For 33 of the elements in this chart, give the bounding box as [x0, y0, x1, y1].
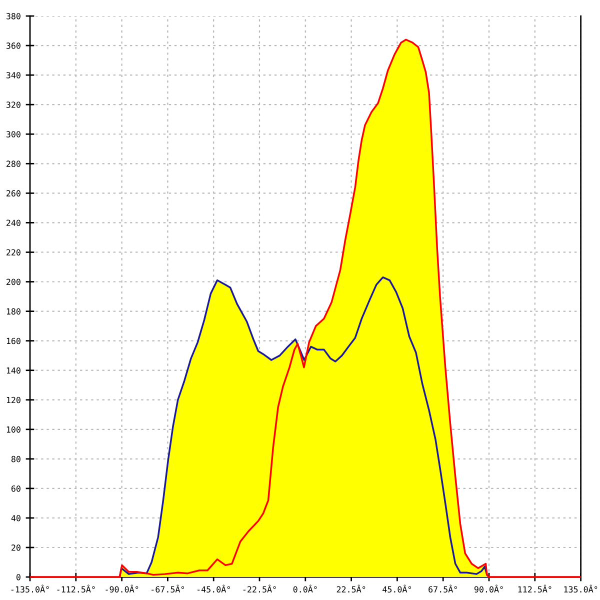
- x-tick-label: -45.0Â°: [197, 584, 230, 593]
- x-tick-label: 90.0Â°: [474, 584, 503, 593]
- y-tick-label: 100: [6, 426, 20, 433]
- y-tick-label: 240: [6, 220, 20, 226]
- x-tick-label: 45.0Â°: [382, 584, 412, 593]
- x-tick-label: -90.0Â°: [106, 584, 138, 593]
- x-tick-label: 135.0Â°: [564, 584, 598, 593]
- y-tick-label: 320: [6, 102, 20, 108]
- y-tick-label: 260: [6, 190, 20, 196]
- y-tick-label: 220: [6, 249, 20, 256]
- x-tick-label: -112.5Â°: [57, 584, 95, 593]
- x-tick-label: 22.5Â°: [336, 584, 366, 593]
- x-tick-label: 112.5Â°: [518, 584, 552, 593]
- y-tick-label: 140: [6, 367, 20, 374]
- y-tick-label: 160: [6, 338, 20, 344]
- y-tick-label: 40: [11, 514, 20, 522]
- y-tick-label: 360: [6, 42, 20, 49]
- x-tick-label: 67.5Â°: [428, 584, 457, 593]
- y-tick-label: 200: [6, 278, 20, 286]
- x-tick-label: 0.0Â°: [293, 584, 317, 593]
- x-tick-label: -22.5Â°: [243, 584, 276, 593]
- y-tick-label: 0: [16, 574, 20, 580]
- y-tick-label: 80: [11, 456, 20, 462]
- y-tick-label: 300: [6, 131, 20, 138]
- y-tick-label: 380: [6, 13, 20, 20]
- y-tick-label: 180: [6, 308, 20, 315]
- x-tick-label: -135.0Â°: [11, 584, 49, 593]
- y-tick-label: 120: [6, 396, 20, 404]
- y-tick-label: 280: [6, 160, 20, 167]
- y-tick-label: 340: [6, 72, 20, 78]
- y-tick-label: 20: [12, 544, 20, 551]
- y-tick-label: 60: [11, 485, 20, 492]
- x-tick-label: -67.5Â°: [152, 584, 184, 593]
